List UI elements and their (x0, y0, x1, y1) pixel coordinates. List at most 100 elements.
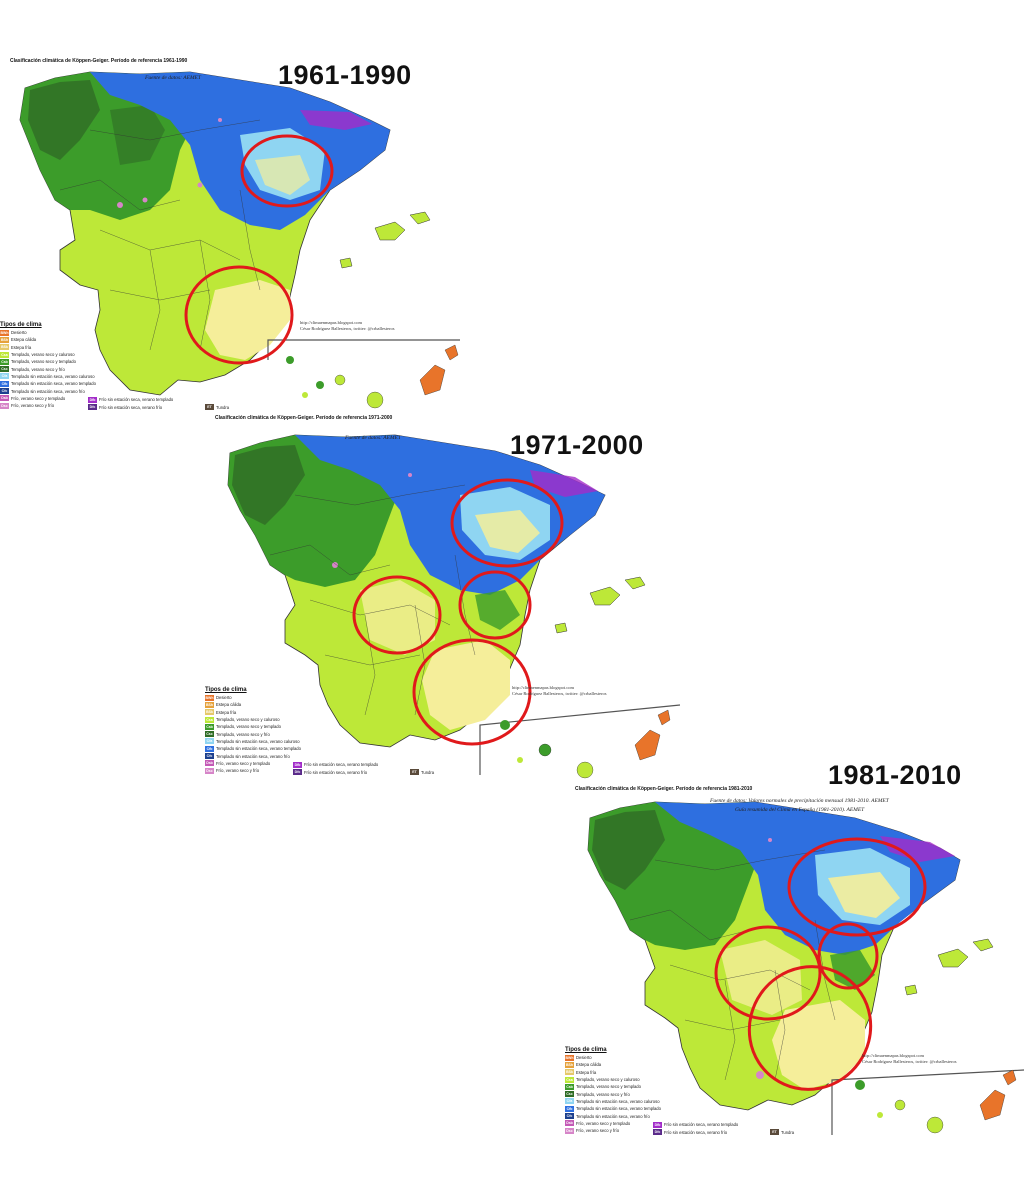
legend-item: Dsb Frío, verano seco y templado (205, 760, 301, 767)
spain-climate-map-1961-1990 (19, 71, 460, 409)
legend-label: Frío sin estación seca, verano frío (99, 404, 163, 410)
legend-label: Templado, verano seco y templado (216, 724, 281, 730)
legend-label: Templado, verano seco y frío (576, 1091, 630, 1097)
legend-item: Cfa Templado sin estación seca, verano ca… (0, 373, 96, 380)
legend-title: Tipos de clima (0, 322, 42, 328)
legend-label: Tundra (216, 404, 230, 410)
credit-note: http://climaenmapas.blogspot.com César R… (862, 1053, 957, 1064)
legend-item: Cfa Templado sin estación seca, verano ca… (565, 1098, 661, 1105)
legend-swatch: Dfc (293, 769, 302, 775)
legend-label: Templado, verano seco y templado (11, 359, 76, 365)
legend-swatch: Dsc (565, 1127, 574, 1134)
legend-item: Cfc Templado sin estación seca, verano fr… (205, 752, 301, 760)
legend-item: Cfb Templado sin estación seca, verano te… (205, 745, 301, 752)
legend-item: Dsc Frío, verano seco y frío (565, 1127, 661, 1134)
data-source-2: Guía resumida del Clima en España (1981-… (735, 807, 865, 813)
legend-item: Cfb Templado sin estación seca, verano te… (0, 380, 96, 387)
legend-label: Frío sin estación seca, verano frío (304, 769, 368, 775)
period-label: 1981-2010 (828, 760, 962, 790)
climate-legend: Tipos de clima BWh Desierto BSh Estepa cáli… (0, 322, 229, 410)
credit-note: http://climaenmapas.blogspot.com César R… (300, 320, 395, 331)
legend-item-extra: Dfb Frío sin estación seca, verano templa… (293, 761, 379, 768)
legend-label: Templado sin estación seca, verano frío (576, 1113, 650, 1119)
legend-label: Templado sin estación seca, verano calur… (576, 1098, 660, 1104)
legend-swatch: Cfc (205, 753, 214, 760)
legend-label: Templado sin estación seca, verano templ… (576, 1106, 661, 1112)
legend-swatch: Csa (565, 1076, 574, 1083)
legend-item: Dsb Frío, verano seco y templado (565, 1120, 661, 1127)
legend-label: Frío, verano seco y templado (11, 395, 66, 401)
legend-swatch: Cfc (0, 388, 9, 395)
legend-label: Frío sin estación seca, verano templado (304, 762, 379, 768)
legend-label: Templado, verano seco y templado (576, 1084, 641, 1090)
legend-item: Cfa Templado sin estación seca, verano ca… (205, 738, 301, 745)
legend-label: Templado, verano seco y caluroso (11, 352, 75, 358)
climate-legend: Tipos de clima BWh Desierto BSh Estepa cáli… (565, 1047, 794, 1135)
legend-label: Frío, verano seco y frío (11, 403, 55, 409)
legend-label: Desierto (216, 695, 232, 701)
legend-swatch: BSk (205, 709, 214, 716)
legend-item: BSh Estepa cálida (0, 336, 96, 343)
legend-title: Tipos de clima (565, 1047, 607, 1053)
legend-item: BWh Desierto (0, 329, 96, 336)
legend-item: BWh Desierto (565, 1054, 661, 1061)
legend-item: BSk Estepa fría (205, 709, 301, 716)
legend-swatch: Cfa (565, 1098, 574, 1105)
legend-item-extra: Dfb Frío sin estación seca, verano templa… (88, 396, 173, 403)
legend-swatch: Dsb (0, 395, 9, 402)
legend-item-extra: Dfb Frío sin estación seca, verano templa… (653, 1121, 738, 1128)
legend-item: Cfb Templado sin estación seca, verano te… (565, 1105, 661, 1112)
legend-swatch: Dsb (565, 1120, 574, 1127)
legend-label: Templado sin estación seca, verano templ… (11, 381, 96, 387)
legend-label: Estepa cálida (576, 1062, 602, 1068)
legend-swatch: BWh (565, 1054, 574, 1061)
legend-item: Cfc Templado sin estación seca, verano fr… (0, 387, 96, 395)
legend-swatch: Cfa (205, 738, 214, 745)
legend-swatch: Cfc (565, 1113, 574, 1120)
legend-swatch: ET (410, 769, 419, 775)
data-source: Fuente de datos: Valores normales de pre… (710, 798, 889, 804)
legend-swatch: Cfb (0, 380, 9, 387)
legend-label: Estepa cálida (216, 702, 242, 708)
legend-item-extra: ET Tundra (410, 769, 434, 775)
data-source: Fuente de datos: AEMET (145, 75, 201, 81)
legend-item: Csc Templado, verano seco y frío (205, 730, 301, 738)
legend-label: Frío, verano seco y templado (216, 760, 271, 766)
legend-item-extra: Dfc Frío sin estación seca, verano frío (293, 769, 367, 775)
legend-swatch: ET (770, 1129, 779, 1135)
climate-legend: Tipos de clima BWh Desierto BSh Estepa cáli… (205, 687, 434, 775)
legend-swatch: Dfb (293, 761, 302, 768)
legend-item: Csa Templado, verano seco y caluroso (565, 1076, 661, 1083)
legend-swatch: BSh (0, 336, 9, 343)
legend-item-extra: Dfc Frío sin estación seca, verano frío (653, 1129, 727, 1135)
legend-swatch: Dfc (88, 404, 97, 410)
legend-item: BSh Estepa cálida (565, 1061, 661, 1068)
legend-label: Estepa fría (11, 344, 32, 350)
legend-label: Estepa fría (576, 1069, 597, 1075)
spain-climate-map-1971-2000 (227, 434, 681, 779)
legend-item: BSh Estepa cálida (205, 701, 301, 708)
legend-item-extra: Dfc Frío sin estación seca, verano frío (88, 404, 162, 410)
legend-label: Tundra (421, 769, 435, 775)
legend-swatch: BWh (205, 694, 214, 701)
legend-swatch: BSh (205, 701, 214, 708)
map-panel-1961-1990: Clasificación climática de Köppen-Geiger… (0, 50, 470, 440)
legend-item-extra: ET Tundra (770, 1129, 794, 1135)
period-label: 1971-2000 (510, 430, 644, 460)
legend-item: BSk Estepa fría (0, 344, 96, 351)
legend-label: Templado, verano seco y caluroso (216, 717, 280, 723)
legend-items: BWh Desierto BSh Estepa cálida BSk Estepa frí… (565, 1054, 661, 1134)
data-source: Fuente de datos: AEMET (345, 435, 401, 441)
legend-item: Csa Templado, verano seco y caluroso (0, 351, 96, 358)
legend-label: Templado sin estación seca, verano frío (216, 753, 290, 759)
legend-swatch: Csc (205, 731, 214, 738)
legend-item: Csb Templado, verano seco y templado (0, 358, 96, 365)
legend-label: Templado, verano seco y frío (216, 731, 270, 737)
legend-label: Frío sin estación seca, verano frío (664, 1129, 728, 1135)
legend-item: Csa Templado, verano seco y caluroso (205, 716, 301, 723)
legend-swatch: Dsc (205, 767, 214, 774)
legend-label: Desierto (11, 330, 27, 336)
legend-swatch: Dfb (88, 396, 97, 403)
legend-swatch: Dsb (205, 760, 214, 767)
legend-item: BWh Desierto (205, 694, 301, 701)
